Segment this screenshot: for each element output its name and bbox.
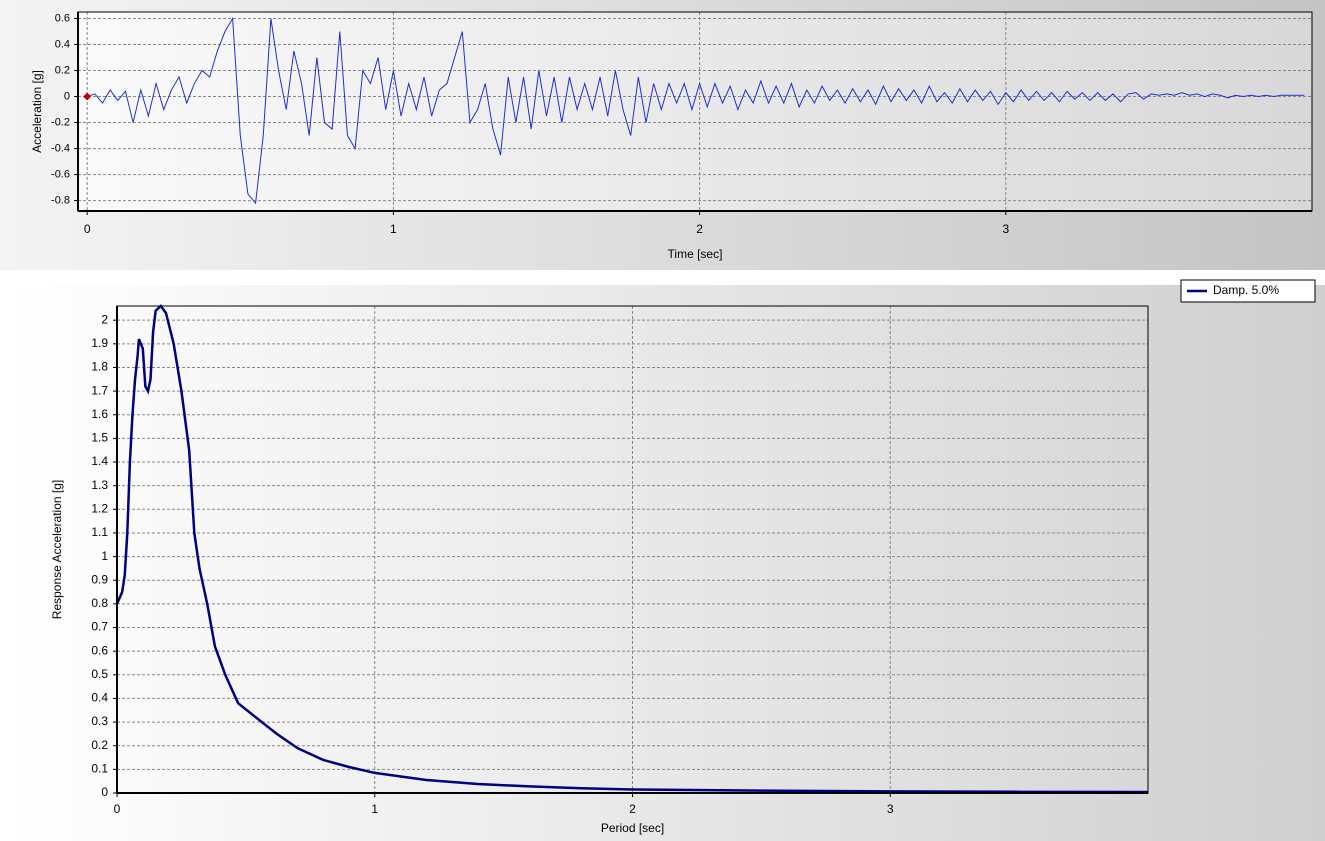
legend-label: Damp. 5.0% bbox=[1213, 283, 1279, 297]
y-tick-label: 0.4 bbox=[91, 691, 108, 705]
x-tick-label: 0 bbox=[114, 802, 121, 816]
plot-area bbox=[117, 306, 1148, 793]
y-tick-label: 1.7 bbox=[91, 383, 108, 397]
point-marker bbox=[83, 92, 92, 101]
y-tick-label: 0.3 bbox=[91, 714, 108, 728]
y-tick-label: 1.9 bbox=[91, 336, 108, 350]
x-axis-title: Time [sec] bbox=[668, 247, 723, 261]
y-tick-label: -0.8 bbox=[51, 195, 70, 207]
y-tick-label: 0.6 bbox=[55, 12, 70, 24]
x-tick-label: 3 bbox=[1002, 222, 1009, 236]
y-tick-label: 2 bbox=[101, 312, 108, 326]
y-tick-label: 0.9 bbox=[91, 572, 108, 586]
y-tick-label: 0.2 bbox=[91, 738, 108, 752]
y-tick-label: 1.3 bbox=[91, 478, 108, 492]
y-tick-label: 0.7 bbox=[91, 620, 108, 634]
y-tick-label: 0 bbox=[101, 785, 108, 799]
x-tick-label: 0 bbox=[84, 222, 91, 236]
x-axis-title: Period [sec] bbox=[601, 821, 664, 835]
x-tick-label: 1 bbox=[371, 802, 378, 816]
y-tick-label: 1.6 bbox=[91, 407, 108, 421]
y-tick-label: -0.2 bbox=[51, 116, 70, 128]
y-tick-label: 1 bbox=[101, 549, 108, 563]
y-tick-label: 0.6 bbox=[91, 643, 108, 657]
data-line bbox=[87, 16, 1305, 205]
y-tick-label: 0.8 bbox=[91, 596, 108, 610]
y-tick-label: 0.2 bbox=[55, 64, 70, 76]
y-tick-label: 1.4 bbox=[91, 454, 108, 468]
x-tick-label: 2 bbox=[696, 222, 703, 236]
y-tick-label: -0.6 bbox=[51, 168, 70, 180]
y-tick-label: 1.8 bbox=[91, 360, 108, 374]
y-tick-label: 1.1 bbox=[91, 525, 108, 539]
y-tick-label: 1.5 bbox=[91, 431, 108, 445]
y-tick-label: 0.5 bbox=[91, 667, 108, 681]
plot-area bbox=[78, 12, 1312, 211]
x-tick-label: 3 bbox=[887, 802, 894, 816]
legend-box bbox=[1180, 279, 1316, 303]
x-tick-label: 2 bbox=[629, 802, 636, 816]
y-tick-label: 0 bbox=[64, 90, 70, 102]
y-tick-label: -0.4 bbox=[51, 142, 70, 154]
x-tick-label: 1 bbox=[390, 222, 397, 236]
y-tick-label: 0.4 bbox=[55, 38, 70, 50]
y-axis-title: Response Acceleration [g] bbox=[50, 480, 64, 619]
data-line bbox=[115, 304, 1149, 794]
y-tick-label: 0.1 bbox=[91, 762, 108, 776]
y-axis-title: Acceleration [g] bbox=[30, 70, 44, 153]
y-tick-label: 1.2 bbox=[91, 501, 108, 515]
